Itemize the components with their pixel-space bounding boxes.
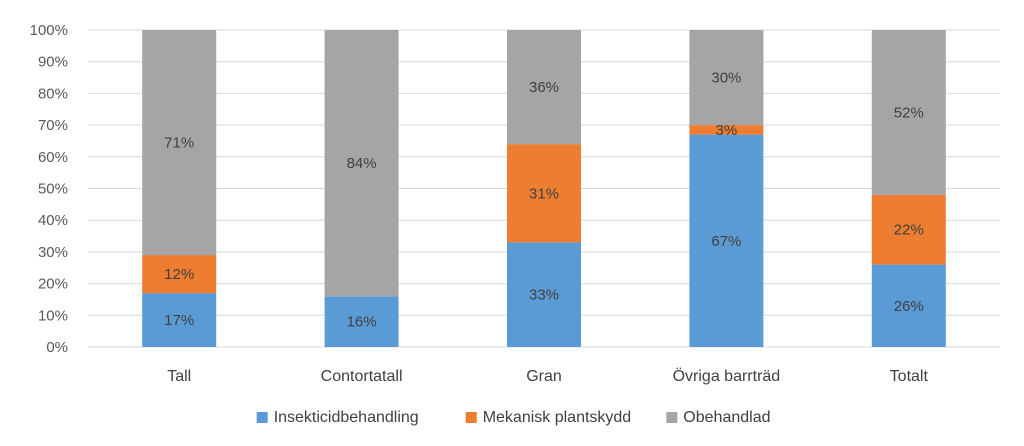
data-label: 33% (529, 287, 559, 304)
y-tick-label: 100% (30, 22, 68, 39)
bar-segment (142, 255, 217, 294)
data-label: 3% (716, 122, 738, 139)
data-label: 52% (894, 104, 924, 121)
data-label: 26% (894, 298, 924, 315)
legend-label: Insekticidbehandling (274, 409, 419, 426)
bar-segment (871, 264, 946, 347)
data-label: 16% (347, 314, 377, 331)
category-label: Totalt (890, 368, 929, 385)
data-label: 31% (529, 185, 559, 202)
bar-segment (142, 293, 217, 347)
legend-label: Mekanisk plantskydd (483, 409, 632, 426)
category-label: Gran (526, 368, 562, 385)
data-label: 84% (347, 155, 377, 172)
y-tick-label: 60% (38, 149, 68, 166)
bar-segment (689, 125, 764, 135)
legend-swatch (256, 412, 268, 423)
bar-segment (507, 144, 581, 243)
y-tick-label: 20% (38, 276, 68, 293)
y-tick-label: 90% (38, 54, 68, 71)
category-label: Övriga barrträd (673, 367, 781, 385)
y-tick-label: 0% (46, 339, 68, 356)
bar-segment (871, 194, 946, 265)
data-label: 67% (711, 233, 741, 250)
y-tick-label: 80% (38, 85, 68, 102)
data-label: 36% (529, 79, 559, 96)
y-tick-label: 30% (38, 244, 68, 261)
bar-segment (324, 30, 399, 297)
y-tick-label: 10% (38, 307, 68, 324)
bar-segment (142, 30, 217, 256)
y-tick-label: 70% (38, 117, 68, 134)
data-label: 30% (711, 70, 741, 87)
data-label: 71% (164, 135, 194, 152)
legend-swatch (465, 412, 477, 423)
y-tick-label: 40% (38, 212, 68, 229)
bar-segment (507, 30, 581, 145)
bar-segment (689, 30, 764, 126)
category-label: Contortatall (321, 368, 403, 385)
data-label: 22% (894, 222, 924, 239)
legend-label: Obehandlad (683, 409, 770, 426)
category-label: Tall (167, 368, 191, 385)
data-label: 17% (164, 312, 194, 329)
bar-segment (507, 242, 581, 347)
bar-segment (871, 30, 946, 195)
bar-segment (324, 296, 399, 347)
legend-swatch (666, 412, 678, 423)
bar-segment (689, 134, 764, 347)
data-label: 12% (164, 266, 194, 283)
y-tick-label: 50% (38, 181, 68, 198)
